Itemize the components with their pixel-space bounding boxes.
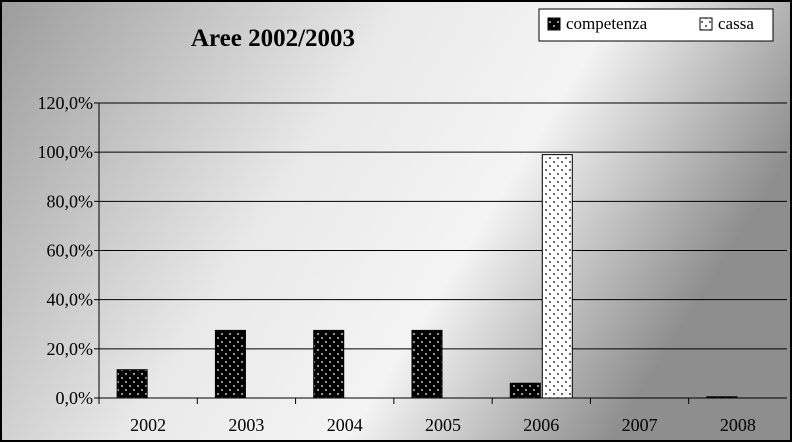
chart-title: Aree 2002/2003 — [191, 25, 355, 52]
x-tick-label: 2003 — [228, 415, 264, 435]
legend-label-competenza: competenza — [566, 14, 648, 33]
bar-competenza-2006 — [509, 382, 541, 399]
y-tick-label: 120,0% — [38, 93, 94, 113]
bar-cassa-2006 — [541, 154, 573, 399]
y-tick-label: 20,0% — [47, 339, 94, 359]
legend-swatch-competenza — [547, 17, 561, 31]
x-tick-label: 2006 — [523, 415, 559, 435]
grid-lines — [94, 102, 787, 404]
bar-competenza-2005 — [411, 329, 443, 399]
y-tick-label: 60,0% — [47, 241, 94, 261]
axes — [98, 103, 787, 399]
x-tick-label: 2002 — [130, 415, 166, 435]
tick-labels: 0,0% 20,0% 40,0% 60,0% 80,0% 100,0% 120,0% 2002… — [38, 93, 756, 435]
legend-label-cassa: cassa — [718, 14, 754, 33]
bar-competenza-2002 — [116, 369, 148, 399]
y-tick-label: 0,0% — [56, 388, 94, 408]
y-tick-label: 80,0% — [47, 191, 94, 211]
bars — [116, 154, 738, 399]
x-tick-label: 2005 — [425, 415, 461, 435]
y-tick-label: 40,0% — [47, 290, 94, 310]
y-tick-label: 100,0% — [38, 142, 94, 162]
bar-competenza-2004 — [313, 329, 345, 399]
legend-box — [538, 8, 774, 42]
x-tick-label: 2004 — [327, 415, 363, 435]
legend: competenza cassa — [538, 8, 774, 42]
bar-competenza-2003 — [214, 329, 246, 399]
x-tick-label: 2008 — [720, 415, 756, 435]
x-tick-label: 2007 — [622, 415, 658, 435]
legend-swatch-cassa — [699, 17, 713, 31]
